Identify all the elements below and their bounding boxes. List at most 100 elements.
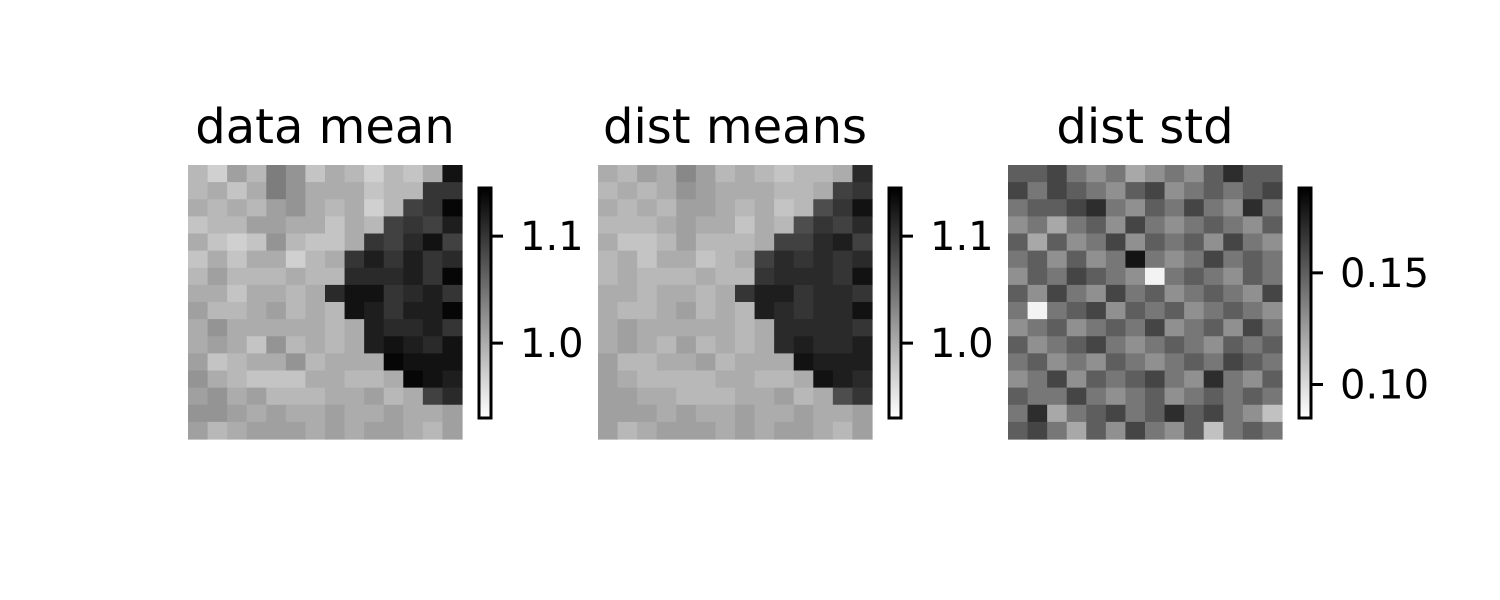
- heatmap-cell: [207, 182, 228, 200]
- heatmap-cell: [1242, 421, 1264, 440]
- heatmap-cell: [715, 370, 736, 389]
- colorbar-frame: [887, 186, 903, 420]
- heatmap-cell: [305, 302, 326, 320]
- heatmap-cell: [1184, 267, 1205, 286]
- heatmap-cell: [188, 250, 209, 269]
- heatmap-cell: [852, 387, 873, 406]
- heatmap-cell: [754, 165, 775, 183]
- heatmap-cell: [676, 353, 697, 372]
- heatmap-cell: [852, 233, 873, 252]
- heatmap-cell: [227, 267, 248, 286]
- heatmap-cell: [1125, 165, 1146, 183]
- heatmap-cell: [637, 284, 658, 303]
- heatmap-cell: [617, 267, 638, 286]
- heatmap-cell: [1184, 421, 1205, 440]
- heatmap-cell: [227, 421, 248, 440]
- heatmap-cell: [1047, 267, 1068, 286]
- heatmap-cell: [1008, 199, 1029, 217]
- heatmap-cell: [695, 421, 717, 440]
- heatmap-cell: [754, 404, 775, 423]
- heatmap-cell: [852, 267, 873, 286]
- heatmap-cell: [1086, 387, 1107, 406]
- heatmap-cell: [813, 250, 834, 269]
- heatmap-cell: [1223, 302, 1244, 320]
- heatmap-cell: [617, 319, 638, 337]
- heatmap-cell: [403, 319, 424, 337]
- heatmap-cell: [793, 353, 814, 372]
- heatmap-cell: [207, 353, 228, 372]
- heatmap-cell: [403, 250, 424, 269]
- heatmap-cell: [695, 267, 717, 286]
- heatmap-cell: [1066, 250, 1087, 269]
- heatmap-cell: [832, 353, 854, 372]
- heatmap-cell: [227, 336, 248, 354]
- heatmap-cell: [754, 370, 775, 389]
- heatmap-cell: [1027, 250, 1048, 269]
- heatmap-cell: [344, 182, 365, 200]
- heatmap-cell: [852, 421, 873, 440]
- heatmap-cell: [442, 353, 463, 372]
- heatmap-cell: [325, 216, 346, 235]
- heatmap-cell: [1047, 387, 1068, 406]
- colorbar-tick-label: 1.0: [520, 321, 584, 367]
- heatmap-cell: [1086, 233, 1107, 252]
- heatmap-cell: [1203, 387, 1224, 406]
- heatmap-cell: [364, 370, 385, 389]
- heatmap-cell: [325, 404, 346, 423]
- heatmap-cell: [325, 370, 346, 389]
- heatmap-cell: [1066, 165, 1087, 183]
- heatmap-cell: [285, 370, 307, 389]
- heatmap-grid: [598, 165, 873, 440]
- heatmap-cell: [188, 302, 209, 320]
- heatmap-cell: [1184, 387, 1205, 406]
- heatmap-cell: [715, 319, 736, 337]
- heatmap-cell: [442, 284, 463, 303]
- heatmap-cell: [403, 370, 424, 389]
- heatmap-cell: [188, 353, 209, 372]
- heatmap-cell: [364, 302, 385, 320]
- heatmap-cell: [1125, 199, 1146, 217]
- heatmap-cell: [422, 370, 444, 389]
- heatmap-cell: [676, 404, 697, 423]
- heatmap-cell: [1125, 336, 1146, 354]
- heatmap-cell: [1047, 302, 1068, 320]
- heatmap-cell: [403, 182, 424, 200]
- heatmap-cell: [344, 302, 365, 320]
- heatmap-cell: [793, 404, 814, 423]
- heatmap-cell: [656, 216, 677, 235]
- heatmap-cell: [325, 250, 346, 269]
- heatmap-cell: [1008, 370, 1029, 389]
- heatmap-cell: [207, 319, 228, 337]
- heatmap-cell: [695, 216, 717, 235]
- heatmap-cell: [598, 336, 619, 354]
- heatmap-cell: [1105, 421, 1127, 440]
- heatmap-cell: [735, 421, 756, 440]
- heatmap-cell: [793, 319, 814, 337]
- heatmap-cell: [637, 302, 658, 320]
- heatmap-cell: [1145, 199, 1166, 217]
- heatmap-cell: [1223, 216, 1244, 235]
- heatmap-cell: [656, 353, 677, 372]
- heatmap-cell: [754, 284, 775, 303]
- heatmap-cell: [1125, 182, 1146, 200]
- heatmap-cell: [1125, 353, 1146, 372]
- heatmap-cell: [735, 302, 756, 320]
- heatmap-cell: [735, 284, 756, 303]
- panel-dist-std: dist std 0.10 0.15: [1008, 99, 1429, 440]
- heatmap-cell: [774, 387, 795, 406]
- heatmap-cell: [364, 336, 385, 354]
- heatmap-cell: [1047, 165, 1068, 183]
- heatmap-cell: [266, 421, 287, 440]
- heatmap-cell: [227, 216, 248, 235]
- heatmap-cell: [188, 165, 209, 183]
- heatmap-cell: [1047, 370, 1068, 389]
- heatmap-cell: [227, 387, 248, 406]
- heatmap-cell: [793, 250, 814, 269]
- heatmap-cell: [1027, 267, 1048, 286]
- heatmap-cell: [344, 319, 365, 337]
- heatmap-cell: [1008, 404, 1029, 423]
- heatmap-cell: [1262, 199, 1283, 217]
- heatmap-cell: [1066, 267, 1087, 286]
- heatmap-cell: [774, 267, 795, 286]
